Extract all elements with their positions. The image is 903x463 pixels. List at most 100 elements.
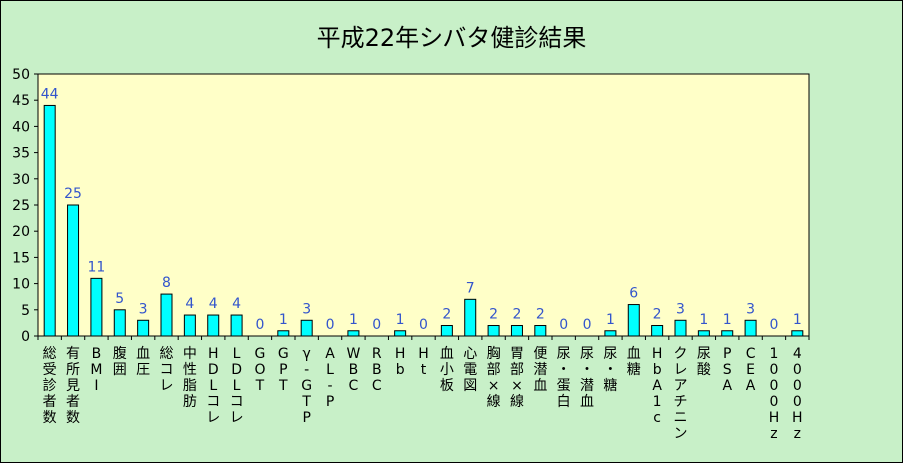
data-label: 4	[232, 296, 241, 312]
x-tick-label: 尿・糖	[603, 346, 617, 394]
data-label: 2	[512, 307, 521, 323]
y-tick-label: 5	[21, 303, 30, 319]
y-tick-label: 35	[12, 146, 30, 162]
data-label: 4	[209, 296, 218, 312]
data-label: 11	[87, 259, 105, 275]
data-label: 8	[162, 275, 171, 291]
data-label: 1	[793, 312, 802, 328]
bar	[230, 314, 243, 337]
y-tick-label: 0	[21, 329, 30, 345]
x-tick-label: 有所見者数	[66, 346, 80, 426]
bar	[510, 325, 523, 337]
data-label: 1	[699, 312, 708, 328]
y-tick-label: 30	[12, 172, 30, 188]
data-label: 3	[302, 301, 311, 317]
x-tick-label: 尿・潜血	[580, 346, 594, 410]
plot-area	[37, 73, 810, 337]
x-tick-label: 血小板	[440, 346, 454, 394]
bar	[744, 319, 757, 337]
x-tick-label: 心電図	[463, 346, 477, 394]
y-tick-label: 45	[12, 93, 30, 109]
x-tick-label: L D L コレ	[230, 346, 244, 426]
x-tick-label: クレアチニン	[674, 346, 688, 442]
data-label: 2	[489, 307, 498, 323]
data-label: 3	[746, 301, 755, 317]
bar	[697, 330, 710, 337]
x-tick-label: 総コレ	[160, 346, 174, 394]
y-tick-label: 40	[12, 119, 30, 135]
data-label: 1	[723, 312, 732, 328]
y-tick-label: 50	[12, 67, 30, 83]
bar	[604, 330, 617, 337]
bar	[43, 104, 56, 337]
bar	[394, 330, 407, 337]
bar	[67, 204, 80, 337]
bar	[113, 309, 126, 337]
data-label: 0	[559, 317, 568, 333]
data-label: 4	[185, 296, 194, 312]
bar	[721, 330, 734, 337]
x-tick-label: 便潜血	[533, 346, 547, 394]
y-tick-label: 20	[12, 224, 30, 240]
y-tick-label: 10	[12, 277, 30, 293]
bar	[183, 314, 196, 337]
x-tick-label: 尿酸	[697, 346, 711, 378]
bar	[464, 298, 477, 337]
x-tick-label: 総受診者数	[43, 346, 57, 426]
data-label: 0	[769, 317, 778, 333]
data-label: 1	[606, 312, 615, 328]
bar	[300, 319, 313, 337]
chart-title: 平成22年シバタ健診結果	[316, 24, 587, 52]
x-tick-label: 中性脂肪	[183, 346, 197, 410]
data-label: 2	[536, 307, 545, 323]
x-tick-label: 腹囲	[113, 345, 127, 378]
bar	[347, 330, 360, 337]
data-label: 2	[442, 307, 451, 323]
data-label: 44	[41, 86, 59, 102]
bar	[160, 293, 173, 337]
x-tick-label: γ -G T P	[301, 346, 312, 426]
data-label: 0	[255, 317, 264, 333]
data-label: 1	[279, 312, 288, 328]
bar	[487, 325, 500, 337]
data-label: 1	[349, 312, 358, 328]
bar	[207, 314, 220, 337]
bar	[674, 319, 687, 337]
x-tick-label: 胸部×線	[487, 346, 501, 410]
x-tick-label: 胃部×線	[510, 346, 524, 410]
y-tick-label: 25	[12, 198, 30, 214]
x-tick-label: A L -P	[325, 346, 335, 410]
data-label: 0	[419, 317, 428, 333]
bar	[440, 325, 453, 337]
bar	[277, 330, 290, 337]
y-tick-label: 15	[12, 250, 30, 266]
data-label: 5	[115, 291, 124, 307]
data-label: 3	[139, 301, 148, 317]
data-label: 6	[629, 286, 638, 302]
bar	[627, 304, 640, 337]
bar	[137, 319, 150, 337]
data-label: 3	[676, 301, 685, 317]
data-label: 25	[64, 186, 82, 202]
bar	[90, 277, 103, 337]
data-label: 2	[653, 307, 662, 323]
data-label: 0	[326, 317, 335, 333]
data-label: 7	[466, 280, 475, 296]
data-label: 1	[396, 312, 405, 328]
x-tick-label: H D L コレ	[206, 346, 220, 426]
data-label: 0	[583, 317, 592, 333]
bar	[534, 325, 547, 337]
bar	[791, 330, 804, 337]
